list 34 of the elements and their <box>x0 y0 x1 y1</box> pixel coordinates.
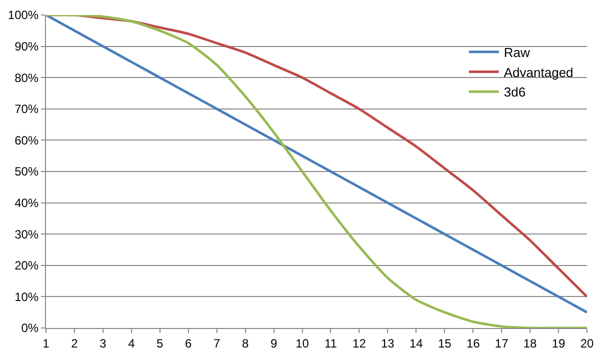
y-tick-label: 20% <box>14 258 39 273</box>
y-tick-label: 10% <box>14 290 39 304</box>
x-tick-label: 16 <box>466 336 480 350</box>
y-tick-label: 50% <box>14 164 39 179</box>
x-tick-label: 3 <box>100 336 107 350</box>
y-tick-label: 70% <box>14 102 39 116</box>
x-tick-label: 19 <box>552 336 566 350</box>
x-tick-label: 12 <box>352 336 366 350</box>
x-tick-label: 15 <box>438 336 452 350</box>
y-tick-label: 60% <box>14 133 39 148</box>
x-tick-label: 17 <box>494 336 509 350</box>
y-tick-label: 30% <box>14 227 39 242</box>
x-tick-label: 1 <box>42 336 50 350</box>
y-tick-label: 40% <box>14 196 39 210</box>
x-tick-label: 6 <box>185 336 192 350</box>
x-tick-label: 10 <box>296 336 310 350</box>
x-tick-label: 2 <box>71 336 78 350</box>
x-tick-label: 13 <box>381 336 395 350</box>
legend-label: Raw <box>504 44 531 60</box>
x-tick-label: 20 <box>580 336 594 350</box>
x-tick-label: 7 <box>213 336 220 350</box>
y-tick-label: 80% <box>14 70 39 85</box>
x-tick-label: 8 <box>242 336 249 350</box>
x-tick-label: 9 <box>270 336 278 350</box>
legend-label: Advantaged <box>504 64 574 80</box>
y-tick-label: 90% <box>14 40 39 54</box>
y-tick-label: 0% <box>21 321 39 336</box>
x-tick-label: 14 <box>409 336 424 350</box>
x-tick-label: 4 <box>128 336 136 350</box>
x-tick-label: 5 <box>156 336 164 350</box>
x-tick-label: 18 <box>523 336 538 350</box>
y-tick-label: 100% <box>8 8 39 22</box>
x-tick-label: 11 <box>324 336 338 350</box>
legend-label: 3d6 <box>504 84 526 100</box>
